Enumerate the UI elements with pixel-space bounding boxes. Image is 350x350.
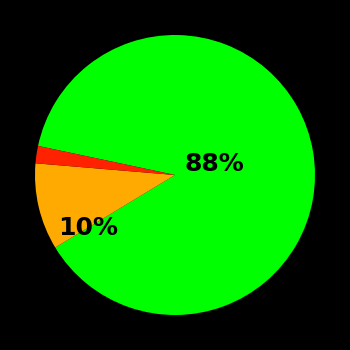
Text: 88%: 88%: [184, 152, 244, 176]
Wedge shape: [35, 146, 175, 175]
Wedge shape: [38, 35, 315, 315]
Text: 10%: 10%: [58, 216, 118, 240]
Wedge shape: [35, 163, 175, 247]
